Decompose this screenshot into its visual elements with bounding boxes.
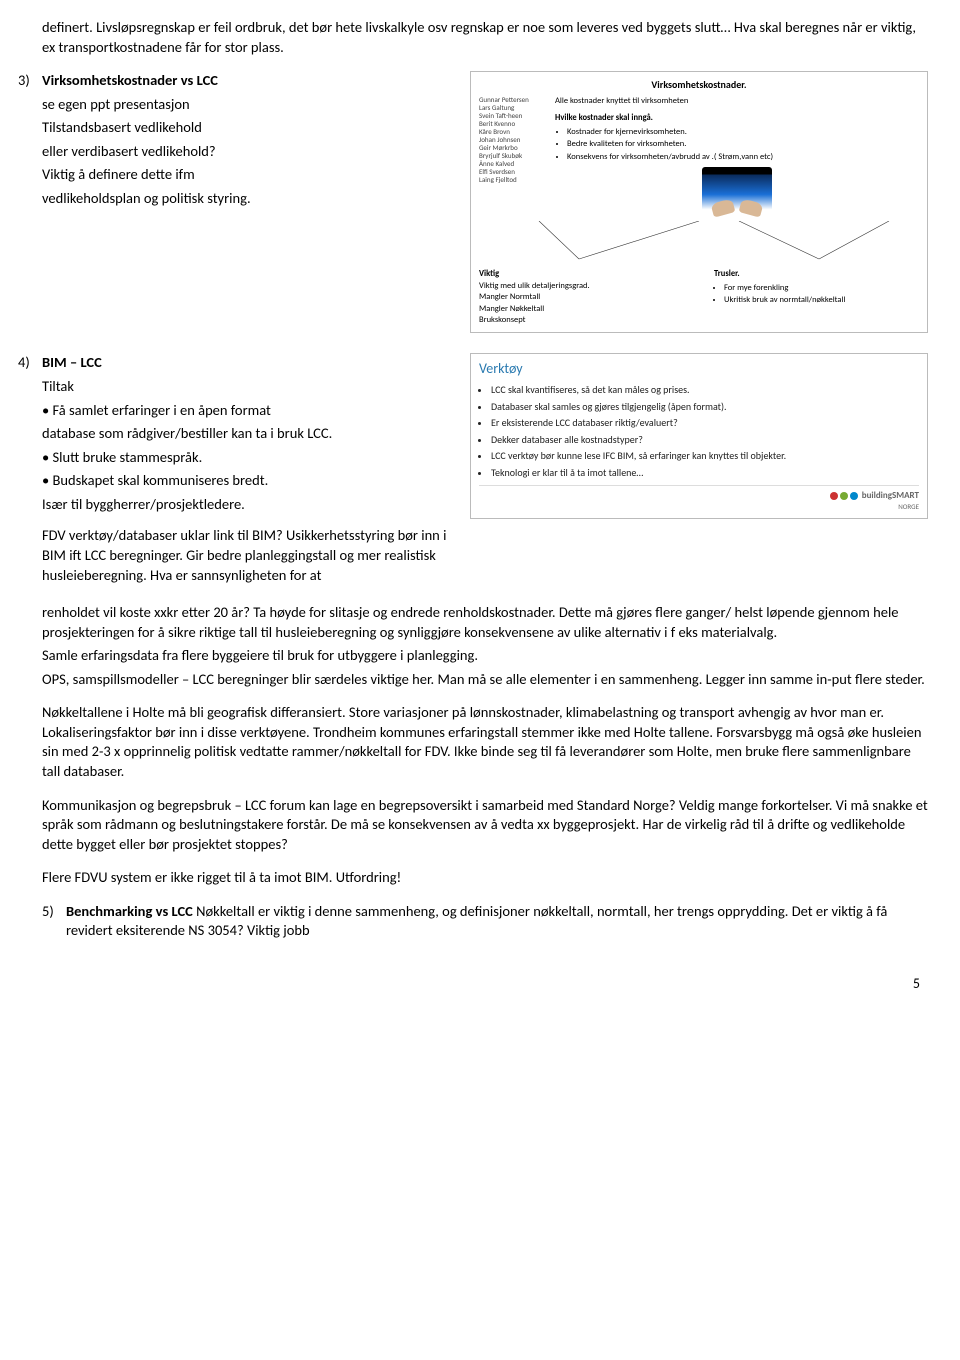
slide-2-i5: Teknologi er klar til å ta imot tallene… bbox=[491, 466, 919, 480]
triangle-lines bbox=[479, 221, 919, 261]
slide-2-i4: LCC verktøy bør kunne lese IFC BIM, så e… bbox=[491, 449, 919, 463]
slide-1-l2: Mangler Normtall bbox=[479, 292, 684, 303]
slide-1-lh: Viktig bbox=[479, 269, 684, 280]
cont-2: Samle erfaringsdata fra flere byggeiere … bbox=[42, 646, 928, 666]
slide-1-r2-1: Bedre kvaliteten for virksomheten. bbox=[567, 139, 919, 150]
item-4-title: BIM – LCC bbox=[42, 353, 102, 371]
slide-1-r2-0: Kostnader for kjernevirksomheten. bbox=[567, 127, 919, 138]
slide-2-logo: buildingSMART bbox=[862, 490, 919, 501]
item-4-b3b: Især til byggherrer/prosjektledere. bbox=[42, 495, 458, 515]
item-4-b2: • Slutt bruke stammespråk. bbox=[42, 448, 458, 468]
slide-1-rl2: Ukritisk bruk av normtall/nøkkeltall bbox=[724, 295, 919, 306]
slide-2: Verktøy LCC skal kvantifiseres, så det k… bbox=[470, 353, 928, 518]
slide-1-r2h: Hvilke kostnader skal inngå. bbox=[555, 113, 653, 123]
slide-1-r2-2: Konsekvens for virksomheten/avbrudd av .… bbox=[567, 152, 919, 163]
intro-text: definert. Livsløpsregnskap er feil ordbr… bbox=[42, 18, 928, 57]
item-4-b3: • Budskapet skal kommuniseres bredt. bbox=[42, 471, 458, 491]
slide-1: Virksomhetskostnader. Gunnar Pettersen L… bbox=[470, 71, 928, 333]
slide-1-rh: Trusler. bbox=[714, 269, 919, 280]
item-4-b1b: database som rådgiver/bestiller kan ta i… bbox=[42, 424, 458, 444]
slide-2-i0: LCC skal kvantifiseres, så det kan måles… bbox=[491, 383, 919, 397]
slide-1-l1: Viktig med ulik detaljeringsgrad. bbox=[479, 281, 684, 292]
continuation-block: renholdet vil koste xxkr etter 20 år? Ta… bbox=[18, 603, 928, 689]
hands-globe-image bbox=[702, 167, 772, 217]
slide-1-l3: Mangler Nøkkeltall bbox=[479, 304, 684, 315]
item-4-p2: FDV verktøy/databaser uklar link til BIM… bbox=[42, 526, 458, 585]
slide-1-names: Gunnar Pettersen Lars Galtung Svein Taft… bbox=[479, 96, 549, 221]
item-5-number: 5) bbox=[42, 902, 66, 945]
item-4: 4) BIM – LCC Tiltak • Få samlet erfaring… bbox=[18, 353, 458, 589]
page-number: 5 bbox=[18, 975, 928, 994]
item-3-line-1: Tilstandsbasert vedlikehold bbox=[42, 118, 458, 138]
item-3-title: Virksomhetskostnader vs LCC bbox=[42, 71, 218, 89]
slide-2-logo-sub: NORGE bbox=[479, 502, 919, 511]
slide-2-i3: Dekker databaser alle kostnadstyper? bbox=[491, 433, 919, 447]
slide-1-title: Virksomhetskostnader. bbox=[479, 78, 919, 92]
item-3-line-0: se egen ppt presentasjon bbox=[42, 95, 458, 115]
intro-paragraph: definert. Livsløpsregnskap er feil ordbr… bbox=[18, 18, 928, 57]
para-4: Flere FDVU system er ikke rigget til å t… bbox=[42, 868, 928, 888]
slide-2-title: Verktøy bbox=[479, 360, 919, 379]
slide-2-logo-row: buildingSMART NORGE bbox=[479, 485, 919, 512]
para-3: Kommunikasjon og begrepsbruk – LCC forum… bbox=[42, 796, 928, 855]
item-3-line-3: Viktig å definere dette ifm bbox=[42, 165, 458, 185]
item-4-tiltak: Tiltak bbox=[42, 377, 458, 397]
item-3: 3) Virksomhetskostnader vs LCC se egen p… bbox=[18, 71, 458, 212]
slide-2-i2: Er eksisterende LCC databaser riktig/eva… bbox=[491, 416, 919, 430]
item-3-line-2: eller verdibasert vedlikehold? bbox=[42, 142, 458, 162]
para-2: Nøkkeltallene i Holte må bli geografisk … bbox=[42, 703, 928, 781]
cont-3: OPS, samspillsmodeller – LCC beregninger… bbox=[42, 670, 928, 690]
item-3-number: 3) bbox=[18, 71, 42, 212]
slide-2-i1: Databaser skal samles og gjøres tilgjeng… bbox=[491, 400, 919, 414]
item-4-b1: • Få samlet erfaringer i en åpen format bbox=[42, 401, 458, 421]
item-5-bold: Benchmarking vs LCC bbox=[66, 902, 193, 920]
item-5: 5) Benchmarking vs LCC Nøkkeltall er vik… bbox=[42, 902, 928, 945]
slide-1-l4: Brukskonsept bbox=[479, 315, 684, 326]
item-3-line-4: vedlikeholdsplan og politisk styring. bbox=[42, 189, 458, 209]
cont-1: renholdet vil koste xxkr etter 20 år? Ta… bbox=[42, 603, 928, 642]
slide-1-r1: Alle kostnader knyttet til virksomheten bbox=[555, 96, 919, 107]
item-4-number: 4) bbox=[18, 353, 42, 589]
slide-1-rl1: For mye forenkling bbox=[724, 283, 919, 294]
